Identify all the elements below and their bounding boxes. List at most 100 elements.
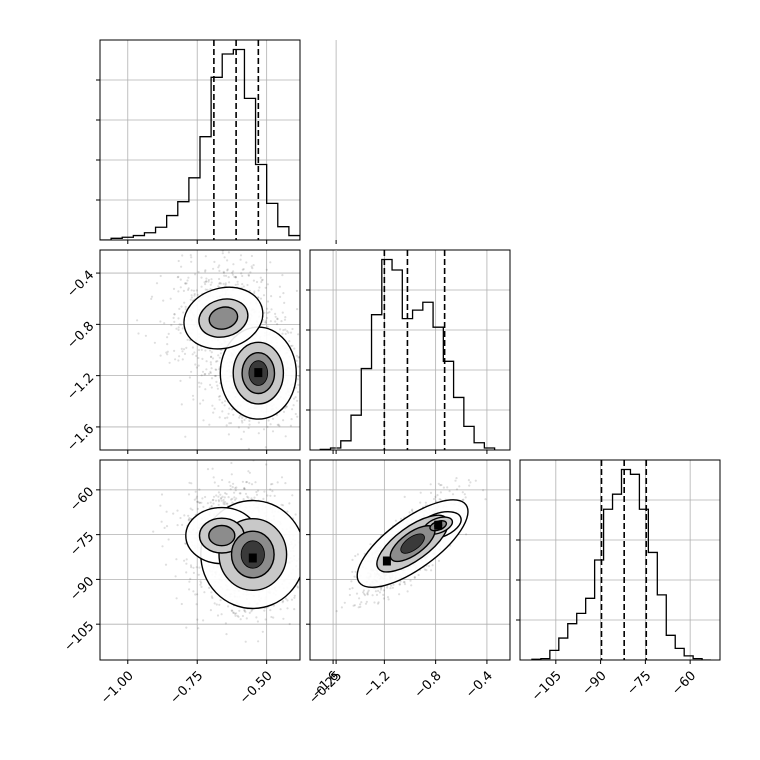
sample-point [211, 386, 213, 388]
sample-point [300, 379, 302, 381]
sample-point [200, 247, 202, 249]
sample-point [307, 398, 309, 400]
sample-point [323, 389, 325, 391]
sample-point [224, 503, 226, 505]
sample-point [365, 603, 367, 605]
sample-point [196, 566, 198, 568]
sample-point [185, 347, 187, 349]
sample-point [196, 603, 198, 605]
sample-point [425, 569, 427, 571]
sample-point [238, 610, 240, 612]
sample-point [195, 355, 197, 357]
sample-point [195, 491, 197, 493]
sample-point [201, 358, 203, 360]
sample-point [267, 326, 269, 328]
sample-point [223, 275, 225, 277]
sample-point [245, 261, 247, 263]
sample-point [303, 613, 305, 615]
sample-point [297, 366, 299, 368]
sample-point [197, 508, 199, 510]
sample-point [210, 609, 212, 611]
sample-point [215, 369, 217, 371]
sample-point [191, 294, 193, 296]
sample-point [188, 588, 190, 590]
sample-point [228, 281, 230, 283]
sample-point [341, 606, 343, 608]
sample-point [212, 502, 214, 504]
sample-point [192, 353, 194, 355]
sample-point [256, 281, 258, 283]
sample-point [468, 485, 470, 487]
sample-point [178, 326, 180, 328]
sample-point [175, 558, 177, 560]
sample-point [257, 490, 259, 492]
sample-point [433, 498, 435, 500]
sample-point [212, 357, 214, 359]
sample-point [388, 598, 390, 600]
sample-point [287, 332, 289, 334]
sample-point [163, 322, 165, 324]
sample-point [226, 269, 228, 271]
sample-point [188, 493, 190, 495]
sample-point [233, 492, 235, 494]
panel-1-1 [306, 250, 510, 454]
sample-point [176, 597, 178, 599]
sample-point [178, 329, 180, 331]
sample-point [358, 606, 360, 608]
sample-point [404, 581, 406, 583]
sample-point [432, 564, 434, 566]
sample-point [207, 468, 209, 470]
sample-point [160, 275, 162, 277]
sample-point [297, 384, 299, 386]
sample-point [257, 640, 259, 642]
sample-point [211, 595, 213, 597]
sample-point [351, 571, 353, 573]
sample-point [235, 612, 237, 614]
sample-point [179, 517, 181, 519]
sample-point [462, 491, 464, 493]
sample-point [218, 278, 220, 280]
sample-point [202, 506, 204, 508]
sample-point [243, 431, 245, 433]
sample-point [221, 242, 223, 244]
axes-frame [310, 250, 510, 450]
sample-point [212, 499, 214, 501]
sample-point [248, 424, 250, 426]
sample-point [228, 413, 230, 415]
sample-point [233, 496, 235, 498]
sample-point [217, 614, 219, 616]
sample-point [186, 558, 188, 560]
sample-point [249, 271, 251, 273]
sample-point [215, 375, 217, 377]
sample-point [246, 481, 248, 483]
sample-point [161, 545, 163, 547]
sample-point [260, 247, 262, 249]
sample-point [288, 502, 290, 504]
sample-point [190, 482, 192, 484]
sample-point [178, 308, 180, 310]
sample-point [242, 481, 244, 483]
sample-point [343, 525, 345, 527]
sample-point [164, 527, 166, 529]
sample-point [265, 463, 267, 465]
sample-point [455, 477, 457, 479]
sample-point [282, 312, 284, 314]
y-tick-label: −1.6 [64, 422, 97, 455]
sample-point [267, 312, 269, 314]
x-tick-label: −90 [580, 668, 610, 698]
sample-point [276, 318, 278, 320]
sample-point [181, 254, 183, 256]
sample-point [285, 435, 287, 437]
sample-point [270, 320, 272, 322]
sample-point [173, 350, 175, 352]
sample-point [185, 571, 187, 573]
sample-point [193, 295, 195, 297]
sample-point [469, 481, 471, 483]
sample-point [183, 302, 185, 304]
sample-point [183, 290, 185, 292]
sample-point [382, 594, 384, 596]
sample-point [183, 560, 185, 562]
sample-point [281, 333, 283, 335]
sample-point [265, 618, 267, 620]
sample-point [230, 488, 232, 490]
